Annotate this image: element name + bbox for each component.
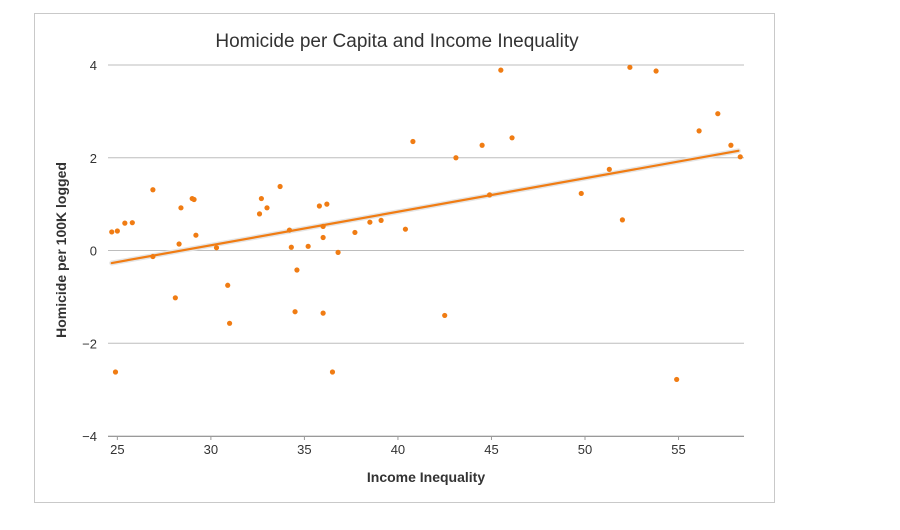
data-point — [114, 228, 120, 234]
data-point — [258, 195, 264, 202]
x-tick-label: 40 — [391, 442, 405, 457]
y-axis-ticks: 4 2 0 −2 −4 — [82, 58, 97, 444]
chart-frame — [34, 13, 775, 503]
data-point — [324, 201, 330, 207]
data-point — [487, 192, 493, 198]
data-point — [498, 67, 504, 73]
trendline — [109, 148, 741, 266]
data-point — [627, 64, 633, 70]
y-axis-title: Homicide per 100K logged — [53, 162, 69, 338]
data-point — [578, 190, 584, 197]
data-point — [410, 138, 416, 145]
y-tick-label: −2 — [82, 336, 97, 351]
data-point — [286, 227, 293, 233]
x-tick-label: 50 — [578, 442, 592, 457]
data-point — [122, 220, 128, 226]
x-tick-label: 30 — [204, 442, 218, 457]
data-point — [653, 68, 659, 74]
data-points — [109, 64, 743, 383]
data-point — [178, 205, 184, 211]
data-point — [402, 226, 409, 232]
data-point — [176, 241, 182, 247]
y-tick-label: −4 — [82, 429, 97, 444]
data-point — [256, 211, 263, 217]
data-point — [191, 196, 197, 203]
gridlines — [108, 64, 744, 437]
data-point — [112, 369, 119, 375]
data-point — [320, 310, 326, 316]
data-point — [288, 244, 294, 250]
data-point — [737, 154, 743, 160]
data-point — [479, 142, 485, 148]
data-point — [367, 219, 373, 225]
data-point — [329, 369, 336, 375]
data-point — [606, 166, 612, 172]
data-point — [264, 205, 270, 211]
data-point — [305, 243, 311, 249]
y-tick-label: 2 — [90, 151, 97, 166]
data-point — [292, 309, 298, 315]
data-point — [213, 245, 220, 251]
data-point — [150, 253, 156, 260]
data-point — [129, 220, 135, 226]
data-point — [442, 312, 448, 319]
data-point — [728, 142, 734, 148]
y-tick-label: 4 — [90, 58, 97, 73]
data-point — [715, 111, 721, 117]
data-point — [109, 229, 115, 235]
data-point — [277, 183, 283, 190]
x-axis-ticks: 25 30 35 40 45 50 55 — [110, 436, 686, 457]
data-point — [352, 229, 358, 236]
data-point — [320, 223, 326, 229]
data-point — [150, 187, 156, 193]
data-point — [172, 295, 178, 301]
data-point — [453, 155, 459, 161]
data-point — [225, 282, 231, 288]
data-point — [619, 217, 626, 223]
data-point — [509, 135, 515, 141]
x-tick-label: 55 — [671, 442, 685, 457]
x-axis-title: Income Inequality — [367, 469, 485, 485]
data-point — [316, 203, 322, 209]
data-point — [696, 128, 702, 134]
data-point — [294, 267, 300, 273]
x-tick-label: 25 — [110, 442, 124, 457]
data-point — [674, 376, 680, 383]
trendline-line — [110, 149, 740, 265]
data-point — [226, 320, 233, 326]
data-point — [335, 249, 341, 255]
x-tick-label: 45 — [484, 442, 498, 457]
data-point — [378, 217, 384, 223]
chart-title: Homicide per Capita and Income Inequalit… — [215, 31, 579, 52]
x-tick-label: 35 — [297, 442, 311, 457]
y-tick-label: 0 — [90, 244, 97, 259]
data-point — [320, 234, 326, 241]
data-point — [193, 232, 199, 238]
